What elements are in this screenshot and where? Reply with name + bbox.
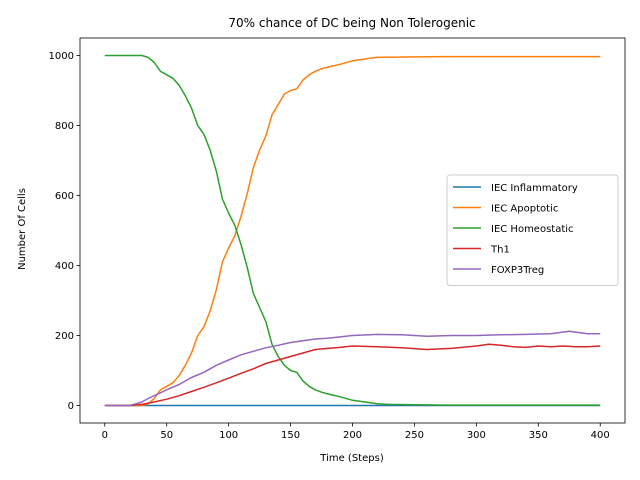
legend-label-3: Th1 <box>490 245 510 256</box>
legend-label-2: IEC Homeostatic <box>491 224 574 235</box>
y-axis-label: Number Of Cells <box>17 188 28 270</box>
y-tick-label: 1000 <box>49 51 74 62</box>
y-tick-label: 400 <box>55 261 74 272</box>
legend-label-1: IEC Apoptotic <box>491 204 558 215</box>
plot-area <box>104 54 601 407</box>
y-tick-label: 800 <box>55 121 74 132</box>
legend-box <box>446 174 619 286</box>
legend-label-4: FOXP3Treg <box>491 265 544 276</box>
series-line-1 <box>104 55 601 407</box>
y-tick-label: 600 <box>55 191 74 202</box>
y-tick-label: 200 <box>55 331 74 342</box>
x-tick-label: 50 <box>160 430 173 441</box>
series-line-4 <box>104 330 601 407</box>
x-tick-label: 0 <box>102 430 108 441</box>
series-line-3 <box>104 343 601 407</box>
axes: 0 50 100 150 200 250 300 350 400 0 200 400 600 800 100… <box>49 37 626 441</box>
x-tick-label: 200 <box>343 430 362 441</box>
x-tick-label: 400 <box>591 430 610 441</box>
x-tick-label: 150 <box>281 430 300 441</box>
y-tick-label: 0 <box>68 401 74 412</box>
legend: IEC Inflammatory IEC Apoptotic IEC Homeost… <box>446 174 619 286</box>
x-tick-label: 350 <box>529 430 548 441</box>
x-axis-label: Time (Steps) <box>319 453 384 464</box>
x-tick-label: 300 <box>467 430 486 441</box>
legend-label-0: IEC Inflammatory <box>491 183 578 194</box>
chart-title: 70% chance of DC being Non Tolerogenic <box>228 16 475 30</box>
series-line-2 <box>104 54 601 406</box>
x-tick-label: 250 <box>405 430 424 441</box>
x-tick-label: 100 <box>219 430 238 441</box>
